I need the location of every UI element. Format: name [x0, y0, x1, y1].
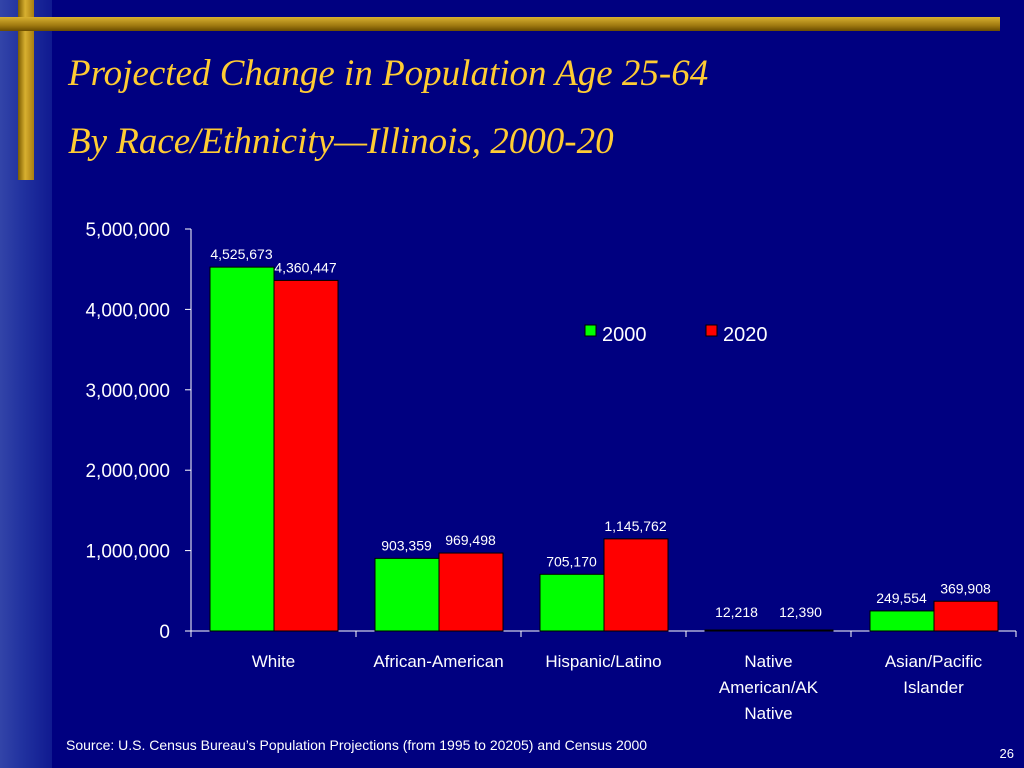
category-label: Native — [744, 704, 792, 723]
legend-label-2000: 2000 — [602, 324, 647, 346]
data-label-2020: 369,908 — [940, 580, 991, 596]
category-label: African-American — [373, 652, 503, 671]
gold-horizontal-bar — [0, 17, 1000, 31]
data-label-2000: 249,554 — [876, 590, 927, 606]
category-label: Asian/Pacific — [885, 652, 983, 671]
category-label: White — [252, 652, 295, 671]
y-tick-label: 2,000,000 — [85, 461, 170, 482]
data-label-2000: 4,525,673 — [210, 246, 272, 262]
data-label-2020: 1,145,762 — [604, 518, 666, 534]
bar-2020 — [768, 629, 834, 632]
bar-2000 — [869, 610, 935, 632]
category-label: Hispanic/Latino — [545, 652, 661, 671]
y-tick-label: 1,000,000 — [85, 542, 170, 563]
data-label-2020: 4,360,447 — [274, 259, 336, 275]
legend-label-2020: 2020 — [723, 324, 768, 346]
legend-swatch-2020 — [705, 324, 718, 337]
gold-vertical-bar — [18, 0, 34, 180]
slide-title-line-2: By Race/Ethnicity—Illinois, 2000-20 — [68, 121, 614, 162]
slide-title-line-1: Projected Change in Population Age 25-64 — [68, 53, 709, 94]
y-tick-label: 0 — [159, 622, 170, 643]
data-label-2020: 12,390 — [779, 604, 822, 620]
bar-2000 — [374, 557, 440, 632]
source-note: Source: U.S. Census Bureau’s Population … — [66, 737, 648, 753]
category-label: American/AK — [719, 678, 819, 697]
bar-2000 — [209, 266, 275, 632]
data-label-2020: 969,498 — [445, 532, 496, 548]
data-label-2000: 12,218 — [715, 604, 758, 620]
category-label: Islander — [903, 678, 964, 697]
y-tick-label: 3,000,000 — [85, 381, 170, 402]
bar-2020 — [933, 600, 999, 632]
page-number: 26 — [999, 746, 1014, 761]
bar-2020 — [603, 538, 669, 632]
y-tick-label: 4,000,000 — [85, 300, 170, 321]
bar-2000 — [704, 629, 770, 632]
y-tick-label: 5,000,000 — [85, 220, 170, 241]
category-label: Native — [744, 652, 792, 671]
legend-swatch-2000 — [584, 324, 597, 337]
bar-2020 — [438, 552, 504, 632]
data-label-2000: 705,170 — [546, 553, 597, 569]
data-label-2000: 903,359 — [381, 537, 432, 553]
bar-2020 — [273, 279, 339, 632]
bar-2000 — [539, 573, 605, 632]
